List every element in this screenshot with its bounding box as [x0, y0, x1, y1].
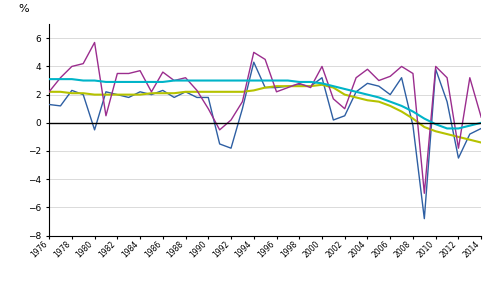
Text: %: %	[19, 4, 29, 14]
